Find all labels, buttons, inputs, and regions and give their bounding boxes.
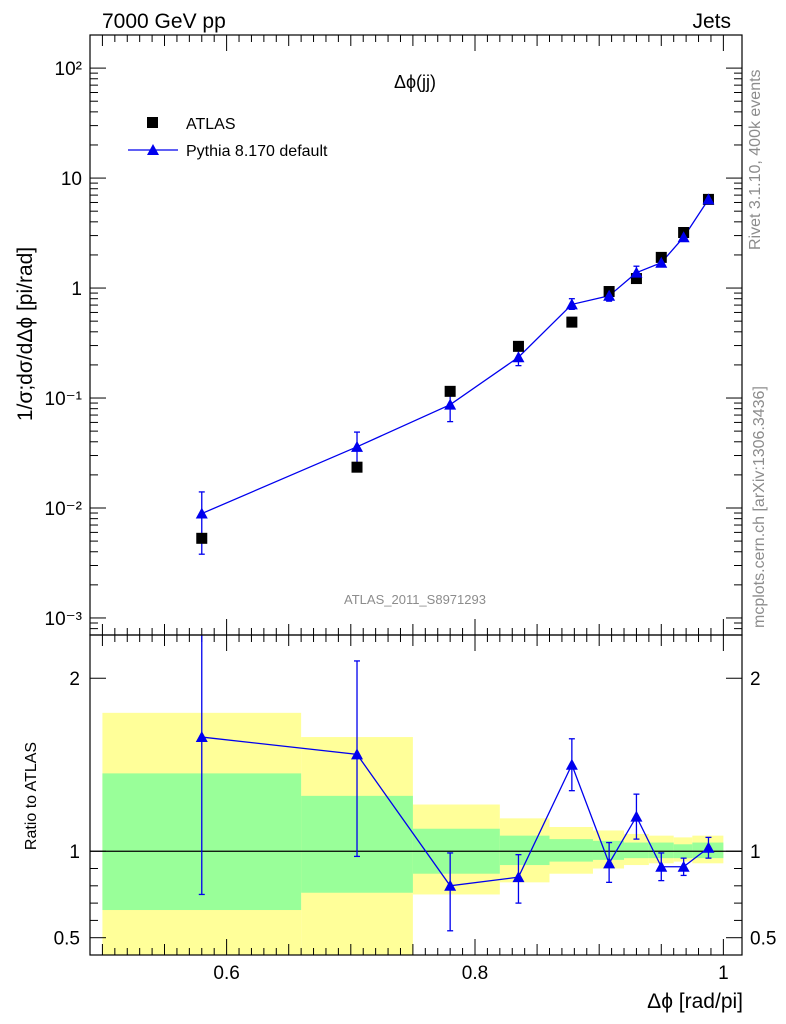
legend-pythia-marker: [147, 144, 159, 155]
green-uncertainty-band: [624, 842, 649, 859]
pythia-series-line: [201, 199, 710, 515]
green-uncertainty-band: [549, 839, 593, 862]
ratio-data-point: [565, 758, 578, 770]
pythia-data-point: [603, 289, 616, 301]
green-uncertainty-band: [499, 835, 550, 866]
mcplots-reference-label: mcplots.cern.ch [arXiv:1306.3436]: [751, 386, 768, 628]
panel-title: Δϕ(jj): [394, 72, 436, 92]
ratio-panel-frame: [89, 634, 743, 956]
pythia-data-point: [512, 351, 525, 363]
x-tick-label: 1: [718, 963, 729, 984]
ratio-y-tick-labels: 0.5 0.5 1 1 2 2: [54, 669, 777, 949]
top-y-tick-label: 10⁻¹: [45, 389, 83, 410]
ratio-data-point: [444, 879, 457, 891]
top-data-marks: [195, 193, 715, 555]
top-axis-ticks: [90, 34, 742, 636]
atlas-data-point: [444, 385, 456, 397]
pythia-data-point: [351, 440, 364, 452]
ratio-panel: 0.5 0.5 1 1 2 2 0.6 0.8 1: [54, 634, 777, 984]
top-y-axis-title: 1/σ;dσ/dΔϕ [pi/rad]: [14, 247, 37, 421]
x-tick-label: 0.6: [213, 963, 239, 984]
ratio-series-line: [201, 736, 709, 887]
x-axis-title: Δϕ [rad/pi]: [647, 990, 743, 1013]
ratio-y-tick-label-right: 1: [750, 842, 761, 863]
ratio-data-marks: [195, 635, 715, 932]
ratio-y-tick-label: 1: [69, 842, 80, 863]
atlas-data-point: [196, 532, 208, 544]
top-y-tick-label: 10²: [55, 59, 82, 80]
pythia-data-point: [630, 266, 643, 278]
legend-atlas-label: ATLAS: [186, 116, 236, 133]
ratio-y-tick-label: 2: [69, 669, 80, 690]
legend: ATLAS Pythia 8.170 default: [128, 116, 328, 160]
analysis-watermark: ATLAS_2011_S8971293: [344, 592, 486, 607]
pythia-data-point: [677, 231, 690, 243]
rivet-version-label: Rivet 3.1.10, 400k events: [747, 69, 764, 250]
ratio-y-tick-label-right: 2: [750, 669, 761, 690]
atlas-data-point: [630, 273, 642, 285]
top-y-tick-label: 10⁻³: [45, 609, 83, 630]
ratio-data-point: [655, 860, 668, 872]
legend-pythia-label: Pythia 8.170 default: [186, 143, 328, 160]
ratio-data-point: [512, 871, 525, 883]
top-y-tick-label: 10⁻²: [45, 499, 83, 520]
ratio-data-point: [195, 731, 208, 743]
x-tick-labels: 0.6 0.8 1: [213, 963, 728, 984]
x-tick-label: 0.8: [462, 963, 488, 984]
pythia-data-point: [655, 256, 668, 268]
top-y-tick-label: 1: [71, 279, 82, 300]
ratio-data-point: [630, 810, 643, 822]
pythia-data-point: [444, 398, 457, 410]
ratio-data-point: [677, 860, 690, 872]
top-y-tick-labels: 10⁻³ 10⁻² 10⁻¹ 1 10 10²: [45, 59, 83, 630]
ratio-data-point: [603, 857, 616, 869]
legend-atlas-marker: [147, 117, 158, 128]
pythia-data-point: [565, 298, 578, 310]
pythia-data-point: [702, 193, 715, 205]
ratio-y-tick-label: 0.5: [54, 929, 80, 950]
ratio-y-axis-title: Ratio to ATLAS: [23, 742, 40, 850]
pythia-data-point: [195, 507, 208, 519]
ratio-data-point: [702, 841, 715, 853]
atlas-data-point: [566, 316, 578, 328]
header-left-label: 7000 GeV pp: [102, 10, 226, 33]
main-distribution-panel: Δϕ(jj) ATLAS_2011_S8971293 10⁻³10⁻²10⁻¹1…: [45, 34, 743, 636]
top-y-tick-label: 10: [61, 169, 82, 190]
atlas-data-point: [512, 340, 524, 352]
ratio-data-point: [351, 748, 364, 760]
header-right-label: Jets: [692, 10, 731, 33]
atlas-data-point: [351, 461, 363, 473]
ratio-y-tick-label-right: 0.5: [750, 929, 776, 950]
uncertainty-bands: [90, 712, 742, 955]
ratio-axis-ticks: [90, 635, 742, 955]
